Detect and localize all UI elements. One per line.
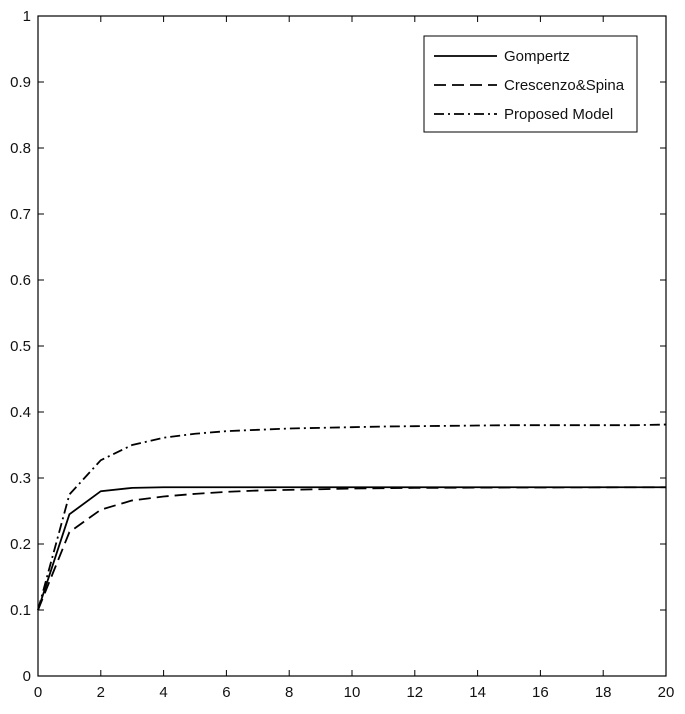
y-tick-label: 0 bbox=[23, 668, 31, 685]
x-tick-label: 12 bbox=[406, 684, 423, 701]
y-tick-label: 0.8 bbox=[10, 140, 31, 157]
y-tick-label: 0.5 bbox=[10, 338, 31, 355]
y-tick-label: 0.4 bbox=[10, 404, 31, 421]
x-tick-label: 8 bbox=[285, 684, 293, 701]
x-tick-label: 14 bbox=[469, 684, 486, 701]
x-tick-label: 0 bbox=[34, 684, 42, 701]
y-tick-label: 0.9 bbox=[10, 74, 31, 91]
y-tick-label: 1 bbox=[23, 8, 31, 25]
series-line-2 bbox=[37, 486, 666, 611]
x-tick-label: 2 bbox=[97, 684, 105, 701]
y-tick-label: 0.2 bbox=[10, 536, 31, 553]
x-tick-label: 10 bbox=[344, 684, 361, 701]
series-line-1 bbox=[37, 486, 666, 611]
axis-tick-labels: 0 2 4 6 8 10 12 14 16 18 20 0 0.1 0.2 0.3 0.4 0.5 0.6 0.7 0… bbox=[10, 8, 674, 701]
legend-label-2: Crescenzo&Spina bbox=[504, 77, 625, 94]
x-tick-label: 4 bbox=[159, 684, 167, 701]
y-tick-label: 0.3 bbox=[10, 470, 31, 487]
x-tick-label: 6 bbox=[222, 684, 230, 701]
legend: Gompertz Crescenzo&Spina Proposed Model bbox=[423, 35, 638, 133]
y-tick-label: 0.1 bbox=[10, 602, 31, 619]
x-tick-label: 20 bbox=[658, 684, 675, 701]
legend-label-1: Gompertz bbox=[504, 48, 570, 65]
series-line-3 bbox=[37, 423, 667, 611]
plot-frame bbox=[37, 15, 667, 677]
legend-box bbox=[423, 35, 638, 133]
y-tick-label: 0.7 bbox=[10, 206, 31, 223]
legend-label-3: Proposed Model bbox=[504, 106, 613, 123]
series-lines bbox=[37, 423, 667, 611]
x-tick-label: 18 bbox=[595, 684, 612, 701]
y-tick-label: 0.6 bbox=[10, 272, 31, 289]
x-tick-label: 16 bbox=[532, 684, 549, 701]
